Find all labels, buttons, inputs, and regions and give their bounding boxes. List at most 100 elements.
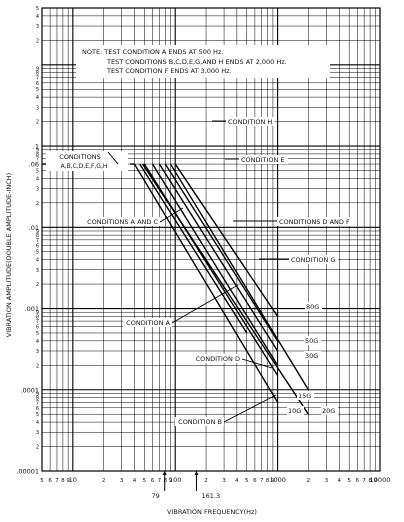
x-minor-tick-label: 8	[368, 478, 372, 484]
x-minor-tick-label: 2	[204, 478, 208, 484]
y-minor-tick-label: 5	[36, 168, 39, 174]
g-label-bg-2	[304, 336, 321, 345]
y-minor-tick-label: 2	[36, 38, 39, 44]
x-minor-tick-label: 6	[356, 478, 360, 484]
y-minor-tick-label: 3	[36, 24, 39, 30]
x-tick-label: 10	[69, 476, 77, 484]
y-minor-tick-label: 6	[36, 243, 39, 249]
x-minor-tick-label: 8	[164, 478, 168, 484]
label-condition-a-bg	[122, 318, 172, 327]
note-background	[76, 45, 330, 78]
label-condition-b-leader	[223, 394, 277, 423]
annotation-161-arrowhead	[194, 471, 199, 475]
y-minor-tick-label: 3	[36, 187, 39, 193]
y-minor-tick-label: 8	[36, 152, 39, 158]
label-condition-d: CONDITION D	[196, 355, 240, 363]
y-minor-tick-label: 4	[36, 176, 39, 182]
x-minor-tick-label: 4	[133, 478, 137, 484]
series-line-7	[139, 163, 248, 334]
y-minor-tick-label: 7	[36, 319, 39, 325]
x-minor-tick-label: 7	[55, 478, 59, 484]
label-condition-g: CONDITION G	[291, 256, 335, 264]
x-minor-tick-label: 7	[260, 478, 264, 484]
y-tick-label: .001	[25, 305, 39, 313]
annotation-161: 161.3	[201, 492, 220, 500]
label-conditions-d-f: CONDITIONS D AND F	[279, 218, 350, 226]
y-minor-tick-label: 5	[36, 331, 39, 337]
note-line-2: TEST CONDITIONS B,C,D,E,G,AND H ENDS AT …	[106, 58, 287, 66]
label-condition-e: CONDITION E	[241, 156, 284, 164]
label-conditions-a-c-bg	[82, 217, 160, 226]
y-minor-tick-label: 3	[36, 349, 39, 355]
y-minor-tick-label: 8	[36, 314, 39, 320]
series-line-1	[174, 163, 279, 317]
y-minor-tick-label: 4	[36, 14, 39, 20]
series-line-3	[164, 163, 279, 342]
y-minor-tick-label: 5	[36, 412, 39, 418]
plateau-label-line2: A,B,C,D,E,F,G,H	[61, 163, 108, 170]
label-condition-e-bg	[239, 155, 289, 164]
annotation-79-arrowhead	[162, 471, 167, 475]
y-minor-tick-label: 7	[36, 238, 39, 244]
g-label-bg-4	[297, 391, 314, 400]
y-minor-tick-label: 9	[36, 391, 39, 397]
x-minor-tick-label: 6	[151, 478, 155, 484]
x-minor-tick-label: 6	[48, 478, 52, 484]
series-line-2	[169, 163, 310, 391]
x-minor-tick-label: 7	[158, 478, 162, 484]
y-minor-tick-label: 8	[36, 71, 39, 77]
x-axis-title: VIBRATION FREQUENCY(Hz)	[167, 508, 257, 516]
x-minor-tick-label: 5	[347, 478, 351, 484]
x-minor-tick-label: 7	[362, 478, 366, 484]
y-minor-tick-label: 5	[36, 87, 39, 93]
plateau-label-bg	[46, 151, 128, 171]
g-label-4: 15G	[298, 392, 311, 400]
y-minor-tick-label: 4	[36, 258, 39, 264]
note-line-3: TEST CONDITION F ENDS AT 3,000 Hz.	[106, 67, 232, 75]
g-label-2: 50G	[305, 337, 318, 345]
g-label-bg-1	[305, 302, 322, 311]
x-minor-tick-label: 5	[143, 478, 147, 484]
y-tick-label: .0001	[20, 386, 39, 394]
y-minor-tick-label: 9	[36, 148, 39, 154]
y-minor-tick-label: 9	[36, 229, 39, 235]
plateau-leader	[107, 151, 119, 165]
g-label-bg-5	[287, 406, 304, 415]
y-minor-tick-label: 7	[36, 157, 39, 163]
y-tick-label: .01	[29, 224, 39, 232]
x-minor-tick-label: 4	[338, 478, 342, 484]
y-tick-label: .06	[29, 161, 39, 169]
x-minor-tick-label: 4	[235, 478, 239, 484]
x-tick-label: 10000	[370, 476, 391, 484]
y-minor-tick-label: 8	[36, 396, 39, 402]
y-minor-tick-label: 6	[36, 81, 39, 87]
y-tick-label: .00001	[16, 468, 39, 476]
label-condition-h: CONDITION H	[228, 118, 272, 126]
x-minor-tick-label: 9	[66, 478, 70, 484]
grid	[41, 7, 380, 472]
g-label-1: 80G	[306, 303, 319, 311]
x-minor-tick-label: 5	[245, 478, 249, 484]
label-condition-d-bg	[192, 354, 242, 363]
label-condition-b: CONDITION B	[178, 418, 222, 426]
x-minor-tick-label: 6	[253, 478, 257, 484]
x-tick-label: 100	[169, 476, 181, 484]
y-minor-tick-label: 2	[36, 120, 39, 126]
note-block: NOTE: TEST CONDITION A ENDS AT 500 Hz. T…	[76, 45, 330, 78]
x-minor-tick-label: 9	[169, 478, 173, 484]
y-minor-tick-label: 2	[36, 201, 39, 207]
label-conditions-d-f-bg	[277, 217, 355, 226]
label-condition-h-bg	[226, 117, 276, 126]
plateau-label-line1: CONDITIONS	[59, 153, 100, 161]
y-minor-tick-label: 7	[36, 75, 39, 81]
y-minor-tick-label: 3	[36, 268, 39, 274]
x-minor-tick-label: 8	[61, 478, 65, 484]
g-label-bg-6	[321, 406, 338, 415]
x-minor-tick-label: 5	[40, 478, 44, 484]
y-minor-tick-label: 4	[36, 420, 39, 426]
y-minor-tick-label: 6	[36, 406, 39, 412]
y-minor-tick-label: 2	[36, 445, 39, 451]
x-minor-tick-label: 2	[102, 478, 106, 484]
